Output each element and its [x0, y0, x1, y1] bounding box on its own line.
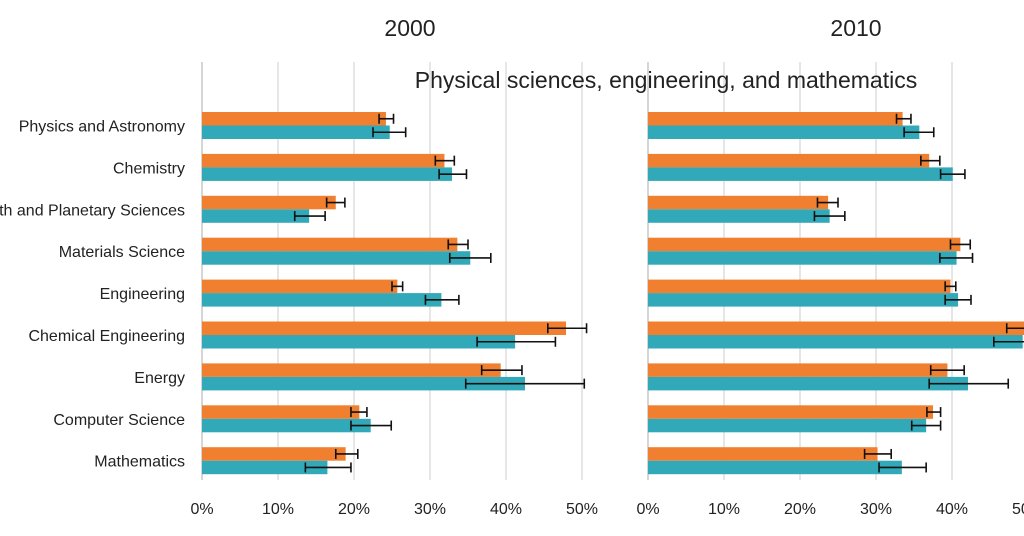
category-label: Computer Science — [53, 412, 185, 429]
category-label: Materials Science — [59, 244, 185, 261]
bar-orange — [648, 363, 948, 377]
bar-orange — [648, 153, 930, 168]
panel-label: 2010 — [830, 15, 881, 41]
x-tick-label: 50% — [566, 501, 598, 518]
panel-label: 2000 — [384, 15, 435, 41]
bar-orange — [202, 405, 360, 419]
category-label: Physics and Astronomy — [19, 119, 185, 136]
category-label: Earth and Planetary Sciences — [0, 202, 185, 219]
bar-orange — [202, 237, 458, 252]
bar-orange — [202, 447, 346, 461]
bar-orange — [202, 363, 501, 377]
bar-teal — [648, 418, 927, 433]
panel-2010: 0% 10% 20% 30% 40% 50% 2010 — [636, 15, 1024, 518]
x-tick-label: 10% — [708, 501, 740, 518]
bar-orange — [648, 279, 951, 294]
x-tick-label: 50% — [1012, 501, 1024, 518]
bar-orange — [202, 112, 386, 126]
bar-orange — [648, 321, 1024, 335]
bar-teal — [648, 125, 920, 139]
bar-orange — [648, 447, 878, 461]
x-tick-label: 40% — [936, 501, 968, 518]
bar-teal — [202, 335, 516, 349]
bar-teal — [648, 460, 902, 475]
chart-title: Physical sciences, engineering, and math… — [415, 67, 917, 93]
panel-2000: 0% 10% 20% 30% 40% 50% 2000 Physics and Astrono… — [0, 15, 598, 518]
bar-orange — [202, 279, 398, 294]
bar-teal — [202, 418, 371, 433]
bar-orange — [648, 405, 933, 419]
bar-orange — [648, 112, 903, 126]
bar-teal — [648, 335, 1023, 349]
bar-teal — [202, 293, 442, 307]
bar-teal — [202, 376, 525, 391]
bar-teal — [202, 460, 328, 475]
x-tick-label: 30% — [860, 501, 892, 518]
bar-teal — [648, 209, 830, 223]
bar-teal — [202, 251, 471, 265]
bar-orange — [202, 153, 445, 168]
bar-teal — [648, 167, 953, 181]
x-tick-label: 30% — [414, 501, 446, 518]
bar-orange — [648, 195, 829, 210]
bar-teal — [648, 293, 959, 307]
category-label: Chemistry — [113, 160, 185, 177]
bar-orange — [202, 321, 567, 335]
x-tick-label: 0% — [636, 501, 659, 518]
bar-teal — [648, 376, 968, 391]
bar-teal — [202, 125, 390, 139]
category-label: Mathematics — [94, 454, 185, 471]
bar-orange — [648, 237, 961, 252]
category-label: Engineering — [100, 286, 185, 303]
category-label: Chemical Engineering — [28, 328, 185, 345]
bar-teal — [648, 251, 957, 265]
x-tick-label: 20% — [338, 501, 370, 518]
x-tick-label: 40% — [490, 501, 522, 518]
x-tick-label: 20% — [784, 501, 816, 518]
bar-teal — [202, 167, 453, 181]
x-tick-label: 10% — [262, 501, 294, 518]
bar-teal — [202, 209, 310, 223]
x-tick-label: 0% — [190, 501, 213, 518]
bar-orange — [202, 195, 336, 210]
category-label: Energy — [134, 370, 185, 387]
